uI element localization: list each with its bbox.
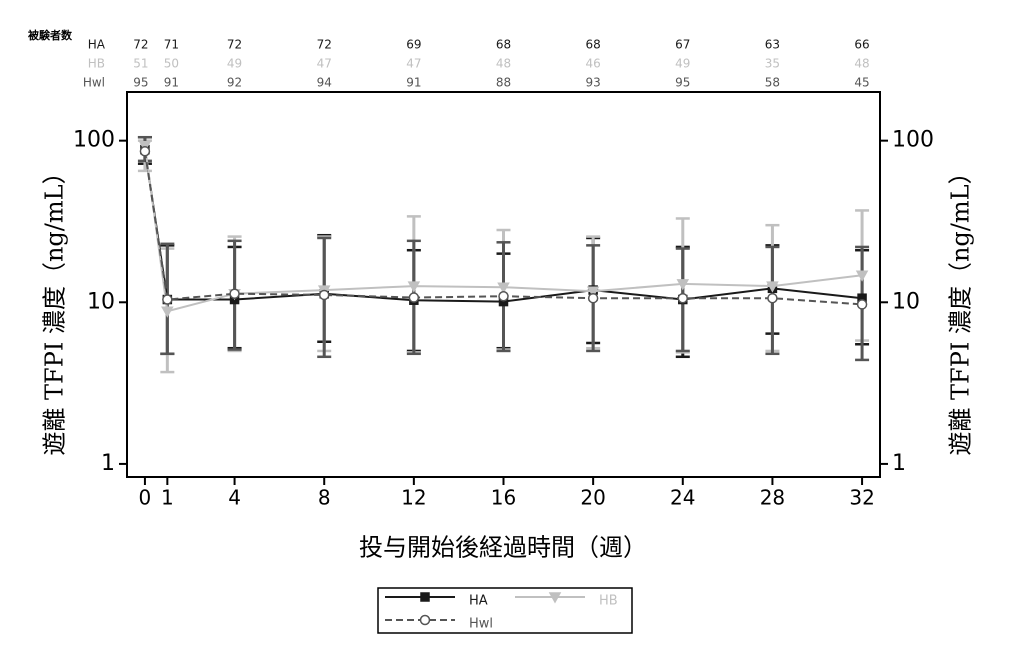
count-value: 68 bbox=[586, 38, 601, 52]
y-tick-label: 100 bbox=[73, 128, 115, 153]
count-value: 92 bbox=[227, 76, 242, 90]
point-marker bbox=[162, 294, 173, 305]
point-marker bbox=[407, 281, 421, 293]
legend-marker bbox=[548, 592, 562, 604]
count-value: 72 bbox=[133, 38, 148, 52]
count-value: 51 bbox=[133, 57, 148, 71]
point-marker bbox=[139, 145, 151, 157]
count-value: 45 bbox=[854, 76, 869, 90]
y-axis-label: 遊離 TFPI 濃度（ng/mL） bbox=[41, 160, 69, 455]
count-value: 68 bbox=[496, 38, 511, 52]
y-tick-label: 1 bbox=[101, 451, 115, 476]
x-tick-label: 28 bbox=[760, 486, 785, 510]
count-value: 91 bbox=[164, 76, 179, 90]
point-marker bbox=[855, 270, 869, 282]
y-tick-label: 10 bbox=[87, 289, 115, 314]
count-value: 47 bbox=[317, 57, 332, 71]
count-value: 95 bbox=[133, 76, 148, 90]
count-value: 47 bbox=[406, 57, 421, 71]
legend-label: HA bbox=[469, 594, 488, 609]
count-value: 48 bbox=[854, 57, 869, 71]
legend-box bbox=[377, 587, 633, 634]
legend-label: Hwl bbox=[469, 617, 493, 632]
point-marker bbox=[408, 292, 420, 303]
point-marker bbox=[498, 290, 509, 302]
count-value: 67 bbox=[675, 38, 690, 52]
count-value: 48 bbox=[496, 57, 511, 71]
count-value: 71 bbox=[164, 38, 179, 52]
point-marker bbox=[587, 292, 599, 304]
count-value: 93 bbox=[586, 76, 601, 90]
count-value: 91 bbox=[406, 76, 421, 90]
legend-marker bbox=[419, 614, 431, 626]
count-row-label: HB bbox=[88, 57, 105, 71]
y2-tick-label: 10 bbox=[892, 289, 920, 314]
x-tick-label: 16 bbox=[491, 486, 516, 510]
count-value: 46 bbox=[586, 57, 601, 71]
point-marker bbox=[676, 279, 690, 291]
count-value: 72 bbox=[227, 38, 242, 52]
x-tick-label: 32 bbox=[849, 486, 874, 510]
y2-axis-label: 遊離 TFPI 濃度（ng/mL） bbox=[947, 160, 975, 455]
subjects-title: 被験者数 bbox=[28, 28, 73, 42]
x-tick-label: 4 bbox=[228, 486, 241, 510]
x-tick-label: 12 bbox=[401, 486, 426, 510]
count-value: 63 bbox=[765, 38, 780, 52]
point-marker bbox=[766, 281, 779, 293]
point-marker bbox=[586, 286, 600, 298]
count-value: 49 bbox=[675, 57, 690, 71]
count-value: 49 bbox=[227, 57, 242, 71]
count-value: 95 bbox=[675, 76, 690, 90]
count-value: 88 bbox=[496, 76, 511, 90]
x-tick-label: 24 bbox=[670, 486, 695, 510]
legend-label: HB bbox=[599, 594, 618, 609]
point-marker bbox=[161, 306, 174, 318]
count-value: 69 bbox=[406, 38, 421, 52]
count-value: 58 bbox=[765, 76, 780, 90]
point-marker bbox=[677, 292, 689, 304]
x-tick-label: 8 bbox=[318, 486, 331, 510]
y2-tick-label: 1 bbox=[892, 451, 906, 476]
point-marker bbox=[318, 289, 330, 301]
legend-marker bbox=[420, 592, 430, 602]
count-row-label: HA bbox=[88, 38, 106, 52]
x-axis-label: 投与開始後経過時間（週） bbox=[359, 534, 647, 562]
series-line bbox=[143, 145, 863, 313]
count-row-label: Hwl bbox=[83, 76, 105, 90]
point-marker bbox=[767, 292, 778, 304]
y2-tick-label: 100 bbox=[892, 128, 934, 153]
series-line bbox=[143, 149, 863, 303]
count-value: 66 bbox=[854, 38, 869, 52]
count-value: 35 bbox=[765, 57, 780, 71]
series-line bbox=[143, 151, 863, 306]
x-tick-label: 20 bbox=[580, 486, 605, 510]
point-marker bbox=[856, 299, 868, 310]
count-value: 72 bbox=[317, 38, 332, 52]
x-tick-label: 1 bbox=[161, 486, 174, 510]
point-marker bbox=[229, 288, 240, 299]
count-value: 50 bbox=[164, 57, 179, 71]
x-tick-label: 0 bbox=[139, 486, 152, 510]
point-marker bbox=[497, 282, 510, 294]
count-value: 94 bbox=[317, 76, 332, 90]
